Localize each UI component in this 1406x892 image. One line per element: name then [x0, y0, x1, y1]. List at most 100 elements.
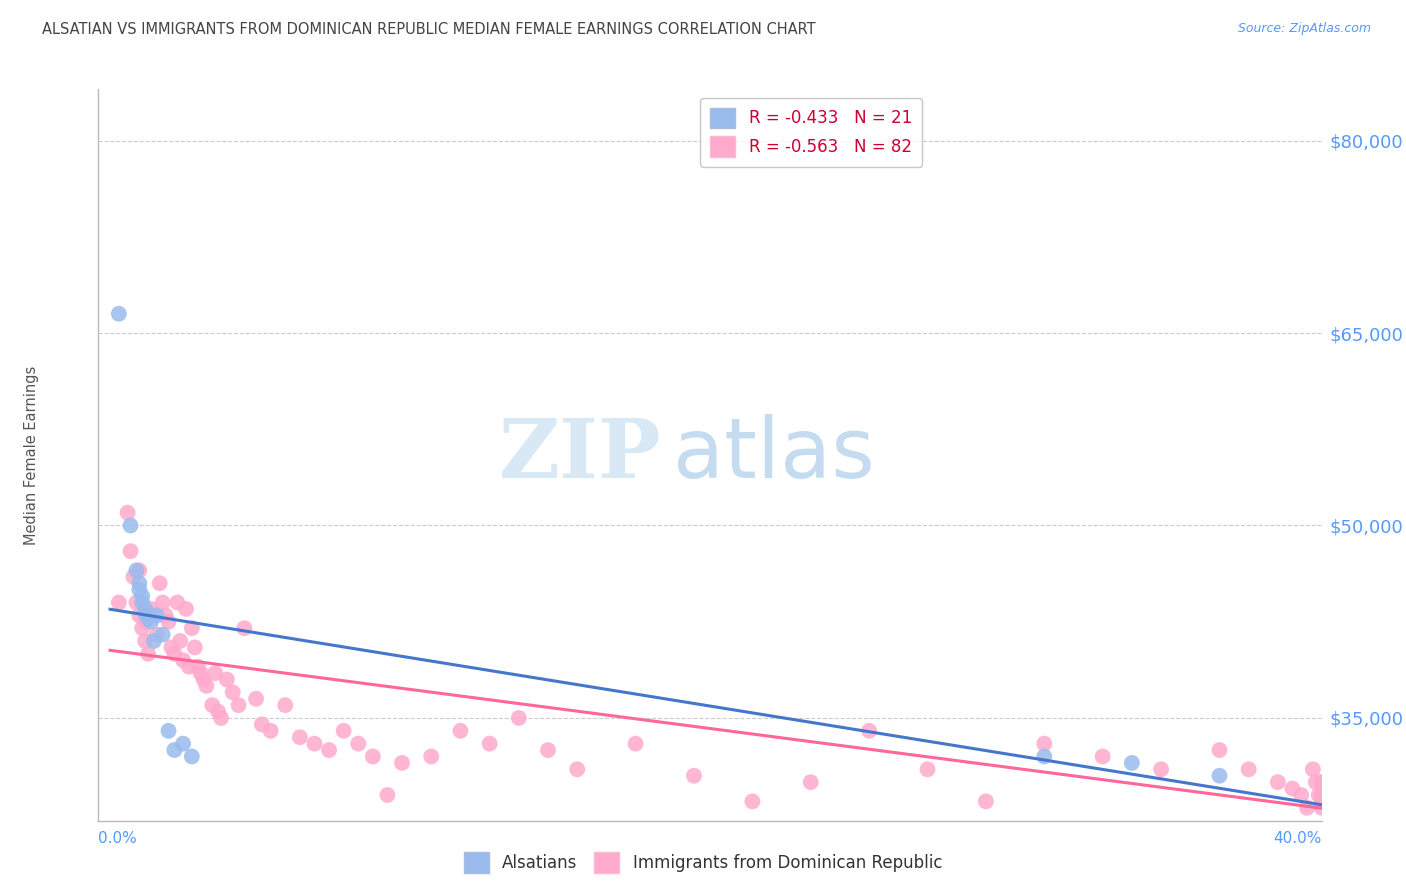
Point	[146, 608, 169, 623]
Point	[260, 723, 283, 738]
Point	[1310, 794, 1333, 808]
Point	[136, 647, 159, 661]
Text: Median Female Earnings: Median Female Earnings	[24, 366, 38, 544]
Point	[134, 602, 156, 616]
Point	[184, 640, 207, 655]
Point	[204, 666, 226, 681]
Point	[117, 506, 139, 520]
Point	[160, 640, 183, 655]
Point	[180, 749, 202, 764]
Point	[1091, 749, 1114, 764]
Point	[125, 595, 148, 609]
Point	[163, 647, 186, 661]
Point	[1289, 788, 1312, 802]
Point	[131, 595, 153, 609]
Point	[149, 576, 172, 591]
Point	[1237, 762, 1260, 776]
Point	[166, 595, 188, 609]
Point	[304, 737, 326, 751]
Point	[567, 762, 589, 776]
Point	[250, 717, 273, 731]
Text: ALSATIAN VS IMMIGRANTS FROM DOMINICAN REPUBLIC MEDIAN FEMALE EARNINGS CORRELATIO: ALSATIAN VS IMMIGRANTS FROM DOMINICAN RE…	[42, 22, 815, 37]
Point	[172, 737, 194, 751]
Point	[120, 544, 142, 558]
Point	[146, 627, 169, 641]
Point	[193, 673, 215, 687]
Point	[152, 627, 174, 641]
Point	[332, 723, 354, 738]
Point	[157, 615, 180, 629]
Point	[128, 563, 150, 577]
Point	[1310, 801, 1333, 815]
Point	[125, 563, 148, 577]
Point	[201, 698, 224, 713]
Text: 40.0%: 40.0%	[1274, 831, 1322, 846]
Point	[155, 608, 177, 623]
Point	[377, 788, 399, 802]
Point	[1310, 775, 1333, 789]
Point	[1308, 788, 1330, 802]
Text: ZIP: ZIP	[499, 415, 661, 495]
Point	[347, 737, 370, 751]
Text: Source: ZipAtlas.com: Source: ZipAtlas.com	[1237, 22, 1371, 36]
Point	[108, 595, 131, 609]
Point	[288, 730, 311, 744]
Point	[128, 576, 150, 591]
Point	[361, 749, 384, 764]
Point	[142, 634, 165, 648]
Point	[134, 634, 156, 648]
Point	[478, 737, 501, 751]
Legend: R = -0.433   N = 21, R = -0.563   N = 82: R = -0.433 N = 21, R = -0.563 N = 82	[700, 97, 922, 167]
Point	[215, 673, 238, 687]
Point	[131, 621, 153, 635]
Point	[187, 659, 209, 673]
Point	[1310, 794, 1333, 808]
Point	[1033, 749, 1056, 764]
Point	[152, 595, 174, 609]
Point	[157, 723, 180, 738]
Point	[917, 762, 939, 776]
Point	[180, 621, 202, 635]
Point	[174, 602, 197, 616]
Point	[800, 775, 823, 789]
Point	[128, 582, 150, 597]
Point	[449, 723, 471, 738]
Point	[134, 615, 156, 629]
Point	[228, 698, 250, 713]
Point	[134, 606, 156, 620]
Point	[508, 711, 530, 725]
Point	[1310, 788, 1333, 802]
Point	[190, 666, 212, 681]
Point	[974, 794, 997, 808]
Point	[139, 602, 162, 616]
Point	[139, 615, 162, 629]
Text: atlas: atlas	[673, 415, 875, 495]
Point	[537, 743, 560, 757]
Point	[222, 685, 245, 699]
Point	[142, 608, 165, 623]
Point	[245, 691, 267, 706]
Point	[1208, 769, 1230, 783]
Point	[1033, 737, 1056, 751]
Point	[1121, 756, 1143, 770]
Point	[163, 743, 186, 757]
Point	[1296, 801, 1319, 815]
Point	[420, 749, 443, 764]
Point	[209, 711, 232, 725]
Legend: Alsatians, Immigrants from Dominican Republic: Alsatians, Immigrants from Dominican Rep…	[457, 846, 949, 880]
Point	[274, 698, 297, 713]
Point	[122, 570, 145, 584]
Point	[1267, 775, 1289, 789]
Point	[233, 621, 256, 635]
Point	[108, 307, 131, 321]
Point	[1150, 762, 1173, 776]
Point	[177, 659, 200, 673]
Point	[1208, 743, 1230, 757]
Point	[131, 589, 153, 603]
Point	[624, 737, 647, 751]
Point	[172, 653, 194, 667]
Point	[318, 743, 340, 757]
Point	[1281, 781, 1303, 796]
Point	[1305, 775, 1327, 789]
Point	[858, 723, 880, 738]
